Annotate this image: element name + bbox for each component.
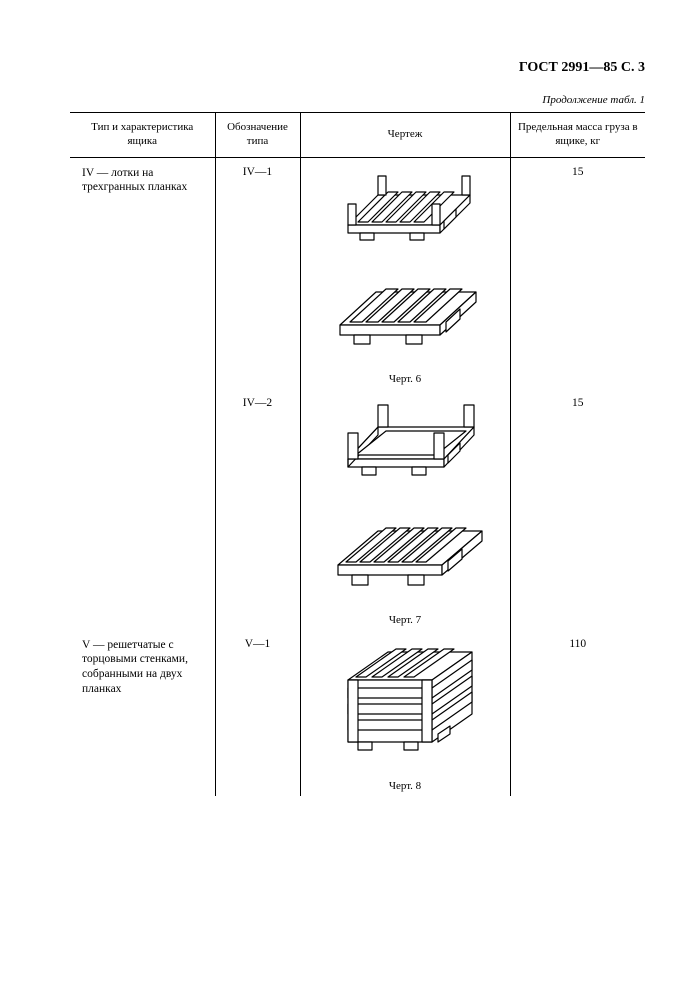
crate-drawing-v1 xyxy=(320,636,490,776)
document-header: ГОСТ 2991—85 С. 3 xyxy=(70,60,645,76)
col-header-max-mass: Предельная масса груза в ящике, кг xyxy=(510,113,645,158)
figure-caption: Черт. 7 xyxy=(389,614,421,626)
col-header-type-code: Обозначение типа xyxy=(215,113,300,158)
crate-drawing-iv2 xyxy=(318,395,493,610)
cell-drawing: Черт. 6 xyxy=(300,157,510,389)
table-row: IV—2 xyxy=(70,389,645,630)
figure-caption: Черт. 8 xyxy=(389,780,421,792)
col-header-type-desc: Тип и характеристика ящика xyxy=(70,113,215,158)
cell-mass: 15 xyxy=(510,157,645,389)
table-header-row: Тип и характеристика ящика Обозначение т… xyxy=(70,113,645,158)
cell-desc xyxy=(70,389,215,630)
figure-caption: Черт. 6 xyxy=(389,373,421,385)
table-continuation-label: Продолжение табл. 1 xyxy=(70,94,645,106)
col-header-drawing: Чертеж xyxy=(300,113,510,158)
crate-drawing-iv1 xyxy=(318,164,493,369)
cell-type-code: IV—2 xyxy=(215,389,300,630)
crate-spec-table: Тип и характеристика ящика Обозначение т… xyxy=(70,112,645,796)
cell-type-code: V—1 xyxy=(215,630,300,796)
cell-drawing: Черт. 8 xyxy=(300,630,510,796)
cell-drawing: Черт. 7 xyxy=(300,389,510,630)
table-row: V — решетчатые с торцовыми стенками, соб… xyxy=(70,630,645,796)
cell-desc: V — решетчатые с торцовыми стенками, соб… xyxy=(70,630,215,796)
cell-desc: IV — лотки на трехгранных планках xyxy=(70,157,215,389)
table-row: IV — лотки на трехгранных планках IV—1 xyxy=(70,157,645,389)
cell-mass: 15 xyxy=(510,389,645,630)
cell-type-code: IV—1 xyxy=(215,157,300,389)
cell-mass: 110 xyxy=(510,630,645,796)
